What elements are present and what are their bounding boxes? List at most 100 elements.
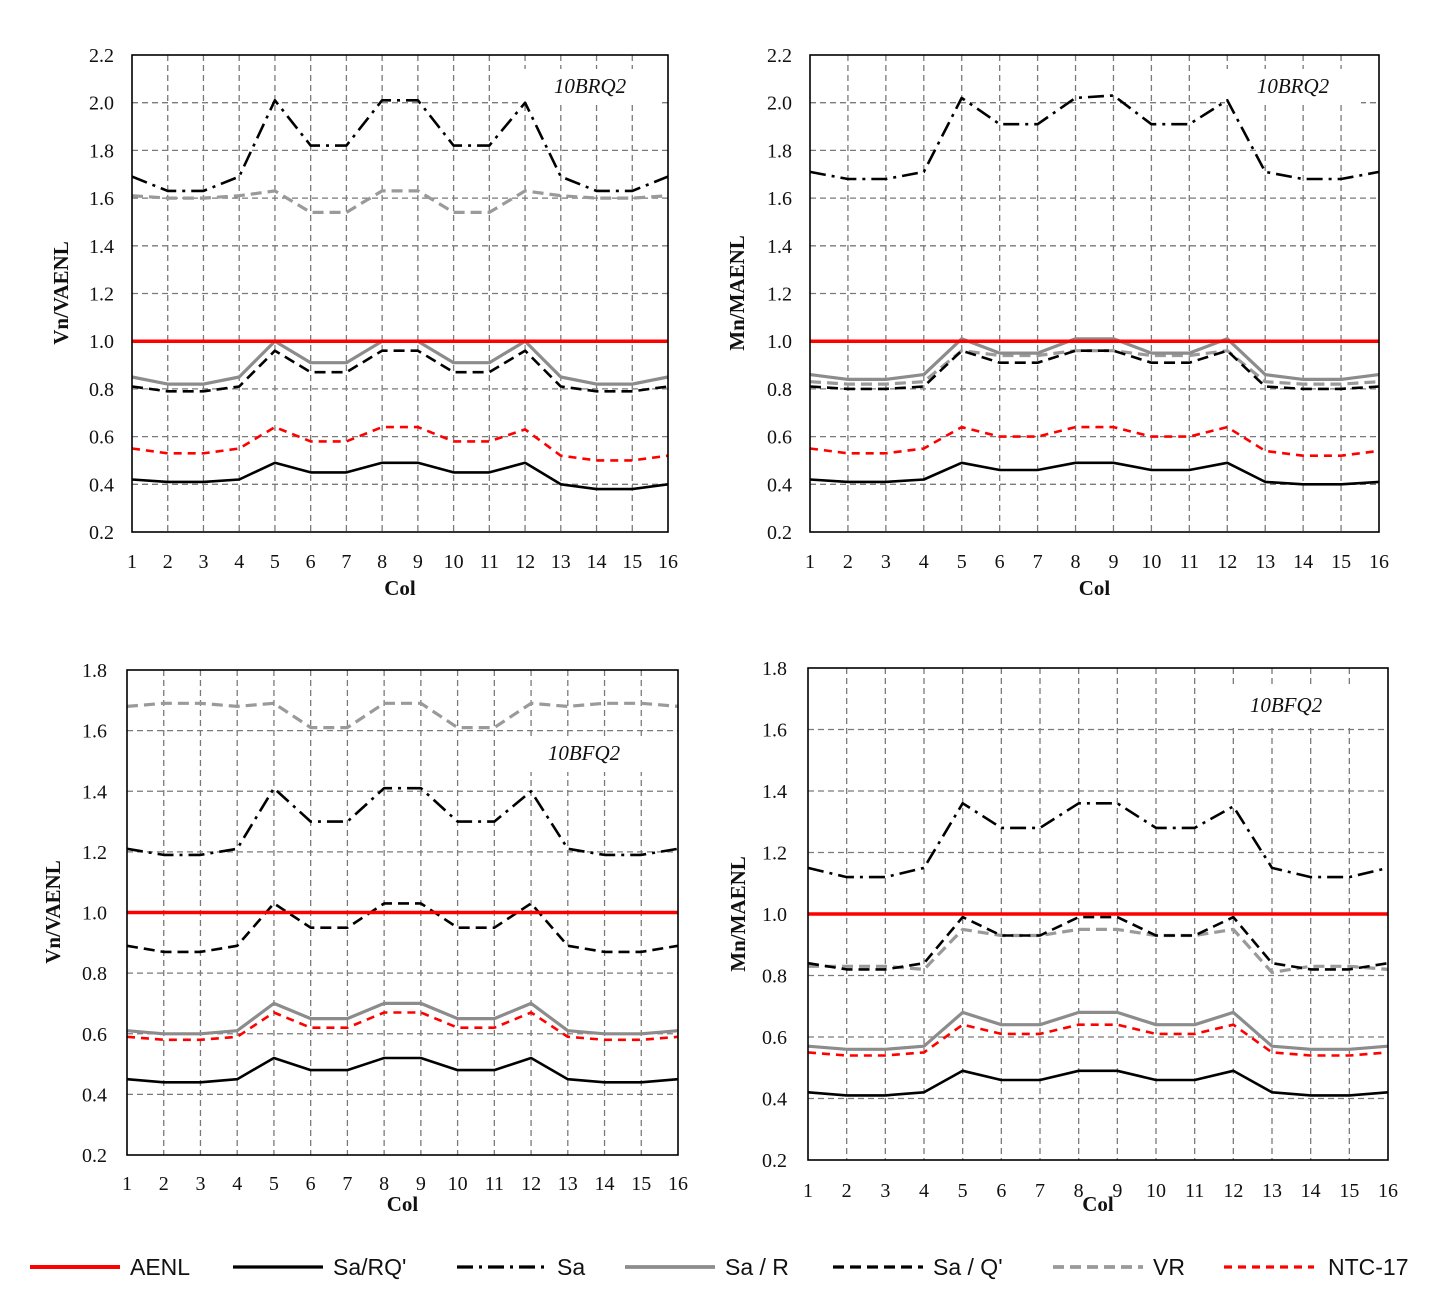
series-line-sa-r	[809, 337, 1380, 381]
x-tick-label: 12	[515, 551, 535, 573]
x-tick-label: 9	[1108, 551, 1118, 573]
y-tick-label: 2.0	[89, 93, 114, 115]
x-tick-label: 3	[195, 1173, 205, 1195]
x-tick-label: 3	[881, 551, 891, 573]
x-tick-label: 16	[658, 551, 678, 573]
y-tick-label: 0.2	[82, 1145, 107, 1167]
x-tick-label: 1	[803, 1180, 813, 1202]
y-tick-label: 0.6	[762, 1027, 787, 1049]
legend-item-sa-rq: Sa/RQ'	[233, 1254, 406, 1280]
series-line-sa-rq	[131, 461, 669, 491]
x-tick-label: 1	[805, 551, 815, 573]
x-tick-label: 14	[595, 1173, 615, 1195]
x-tick-label: 3	[198, 551, 208, 573]
y-tick-label: 1.2	[767, 284, 792, 306]
x-tick-label: 16	[1369, 551, 1389, 573]
x-tick-label: 9	[1112, 1180, 1122, 1202]
legend-item-sa-q: Sa / Q'	[833, 1254, 1003, 1280]
y-tick-label: 0.2	[762, 1150, 787, 1172]
x-tick-label: 5	[270, 551, 280, 573]
x-tick-label: 12	[521, 1173, 541, 1195]
series-line-vr	[131, 189, 669, 214]
x-tick-label: 2	[842, 1180, 852, 1202]
y-tick-label: 1.6	[762, 720, 787, 742]
series-line-vr	[808, 927, 1389, 975]
x-tick-label: 4	[919, 551, 929, 573]
x-tick-label: 12	[1217, 551, 1237, 573]
y-tick-label: 1.0	[762, 904, 787, 926]
series-line-sa-q	[809, 349, 1380, 391]
series-line-sa-r	[126, 1001, 679, 1036]
panel-title: 10BRQ2	[554, 74, 627, 98]
x-tick-label: 13	[1262, 1180, 1282, 1202]
y-axis-title: Vn/VAENL	[41, 860, 65, 963]
x-tick-label: 10	[444, 551, 464, 573]
series-line-ntc-17	[809, 425, 1380, 458]
x-axis-title: Col	[1079, 576, 1111, 600]
y-axis-title: Mn/MAENL	[725, 235, 749, 351]
y-tick-label: 0.4	[82, 1084, 107, 1106]
x-tick-label: 4	[234, 551, 244, 573]
series-line-sa-rq	[809, 461, 1380, 486]
x-tick-label: 8	[379, 1173, 389, 1195]
legend-label: AENL	[130, 1254, 190, 1280]
x-tick-label: 7	[342, 1173, 352, 1195]
panel-title: 10BRQ2	[1257, 74, 1330, 98]
y-tick-label: 0.4	[89, 474, 114, 496]
x-tick-label: 11	[480, 551, 499, 573]
plot-frame	[126, 669, 679, 1156]
x-tick-label: 10	[1141, 551, 1161, 573]
legend-label: Sa/RQ'	[333, 1254, 406, 1280]
y-tick-label: 1.0	[89, 331, 114, 353]
series-line-sa-q	[807, 915, 1389, 971]
chart-panel-top-left: 10BRQ2 0.2 0.4 0.6 0.8 1.0 1.2 1.4 1.6 1.8 2.0 2.2 1…	[49, 45, 678, 600]
plot-frame	[809, 54, 1380, 533]
series-line-sa	[809, 94, 1380, 181]
x-tick-label: 13	[551, 551, 571, 573]
x-tick-label: 7	[341, 551, 351, 573]
x-tick-label: 11	[485, 1173, 504, 1195]
x-tick-label: 2	[159, 1173, 169, 1195]
series-line-sa-rq	[126, 1056, 679, 1084]
legend-item-sa-r: Sa / R	[625, 1254, 789, 1280]
x-tick-label: 14	[1301, 1180, 1321, 1202]
x-tick-label: 2	[163, 551, 173, 573]
x-tick-label: 8	[1071, 551, 1081, 573]
x-axis-title: Col	[1082, 1192, 1114, 1216]
series-line-ntc-17	[131, 425, 669, 462]
legend-item-vr: VR	[1053, 1254, 1185, 1280]
x-axis-title: Col	[384, 576, 416, 600]
legend: AENL Sa/RQ' Sa Sa / R Sa / Q' VR NTC-17	[30, 1254, 1409, 1280]
x-tick-label: 5	[269, 1173, 279, 1195]
legend-label: Sa	[557, 1254, 585, 1280]
y-tick-label: 0.8	[762, 966, 787, 988]
x-tick-label: 4	[919, 1180, 929, 1202]
y-tick-label: 1.8	[762, 658, 787, 680]
x-tick-label: 5	[958, 1180, 968, 1202]
x-tick-label: 15	[1331, 551, 1351, 573]
x-tick-label: 15	[622, 551, 642, 573]
x-tick-label: 9	[416, 1173, 426, 1195]
x-tick-label: 8	[1074, 1180, 1084, 1202]
y-tick-label: 1.0	[767, 331, 792, 353]
plot-frame	[807, 667, 1389, 1161]
y-tick-label: 1.8	[82, 660, 107, 682]
series-line-vr	[809, 349, 1380, 386]
y-tick-label: 1.8	[89, 140, 114, 162]
panel-title-box	[1218, 688, 1354, 724]
x-tick-label: 10	[448, 1173, 468, 1195]
x-tick-label: 5	[957, 551, 967, 573]
x-tick-label: 14	[1293, 551, 1313, 573]
panel-title: 10BFQ2	[548, 741, 621, 765]
y-tick-label: 1.8	[767, 140, 792, 162]
x-tick-label: 1	[122, 1173, 132, 1195]
y-tick-label: 0.4	[762, 1089, 787, 1111]
x-tick-label: 12	[1223, 1180, 1243, 1202]
x-tick-label: 15	[631, 1173, 651, 1195]
x-tick-label: 6	[996, 1180, 1006, 1202]
series-line-sa-q	[131, 349, 669, 393]
legend-label: Sa / Q'	[933, 1254, 1003, 1280]
x-tick-label: 13	[1255, 551, 1275, 573]
x-tick-label: 7	[1035, 1180, 1045, 1202]
